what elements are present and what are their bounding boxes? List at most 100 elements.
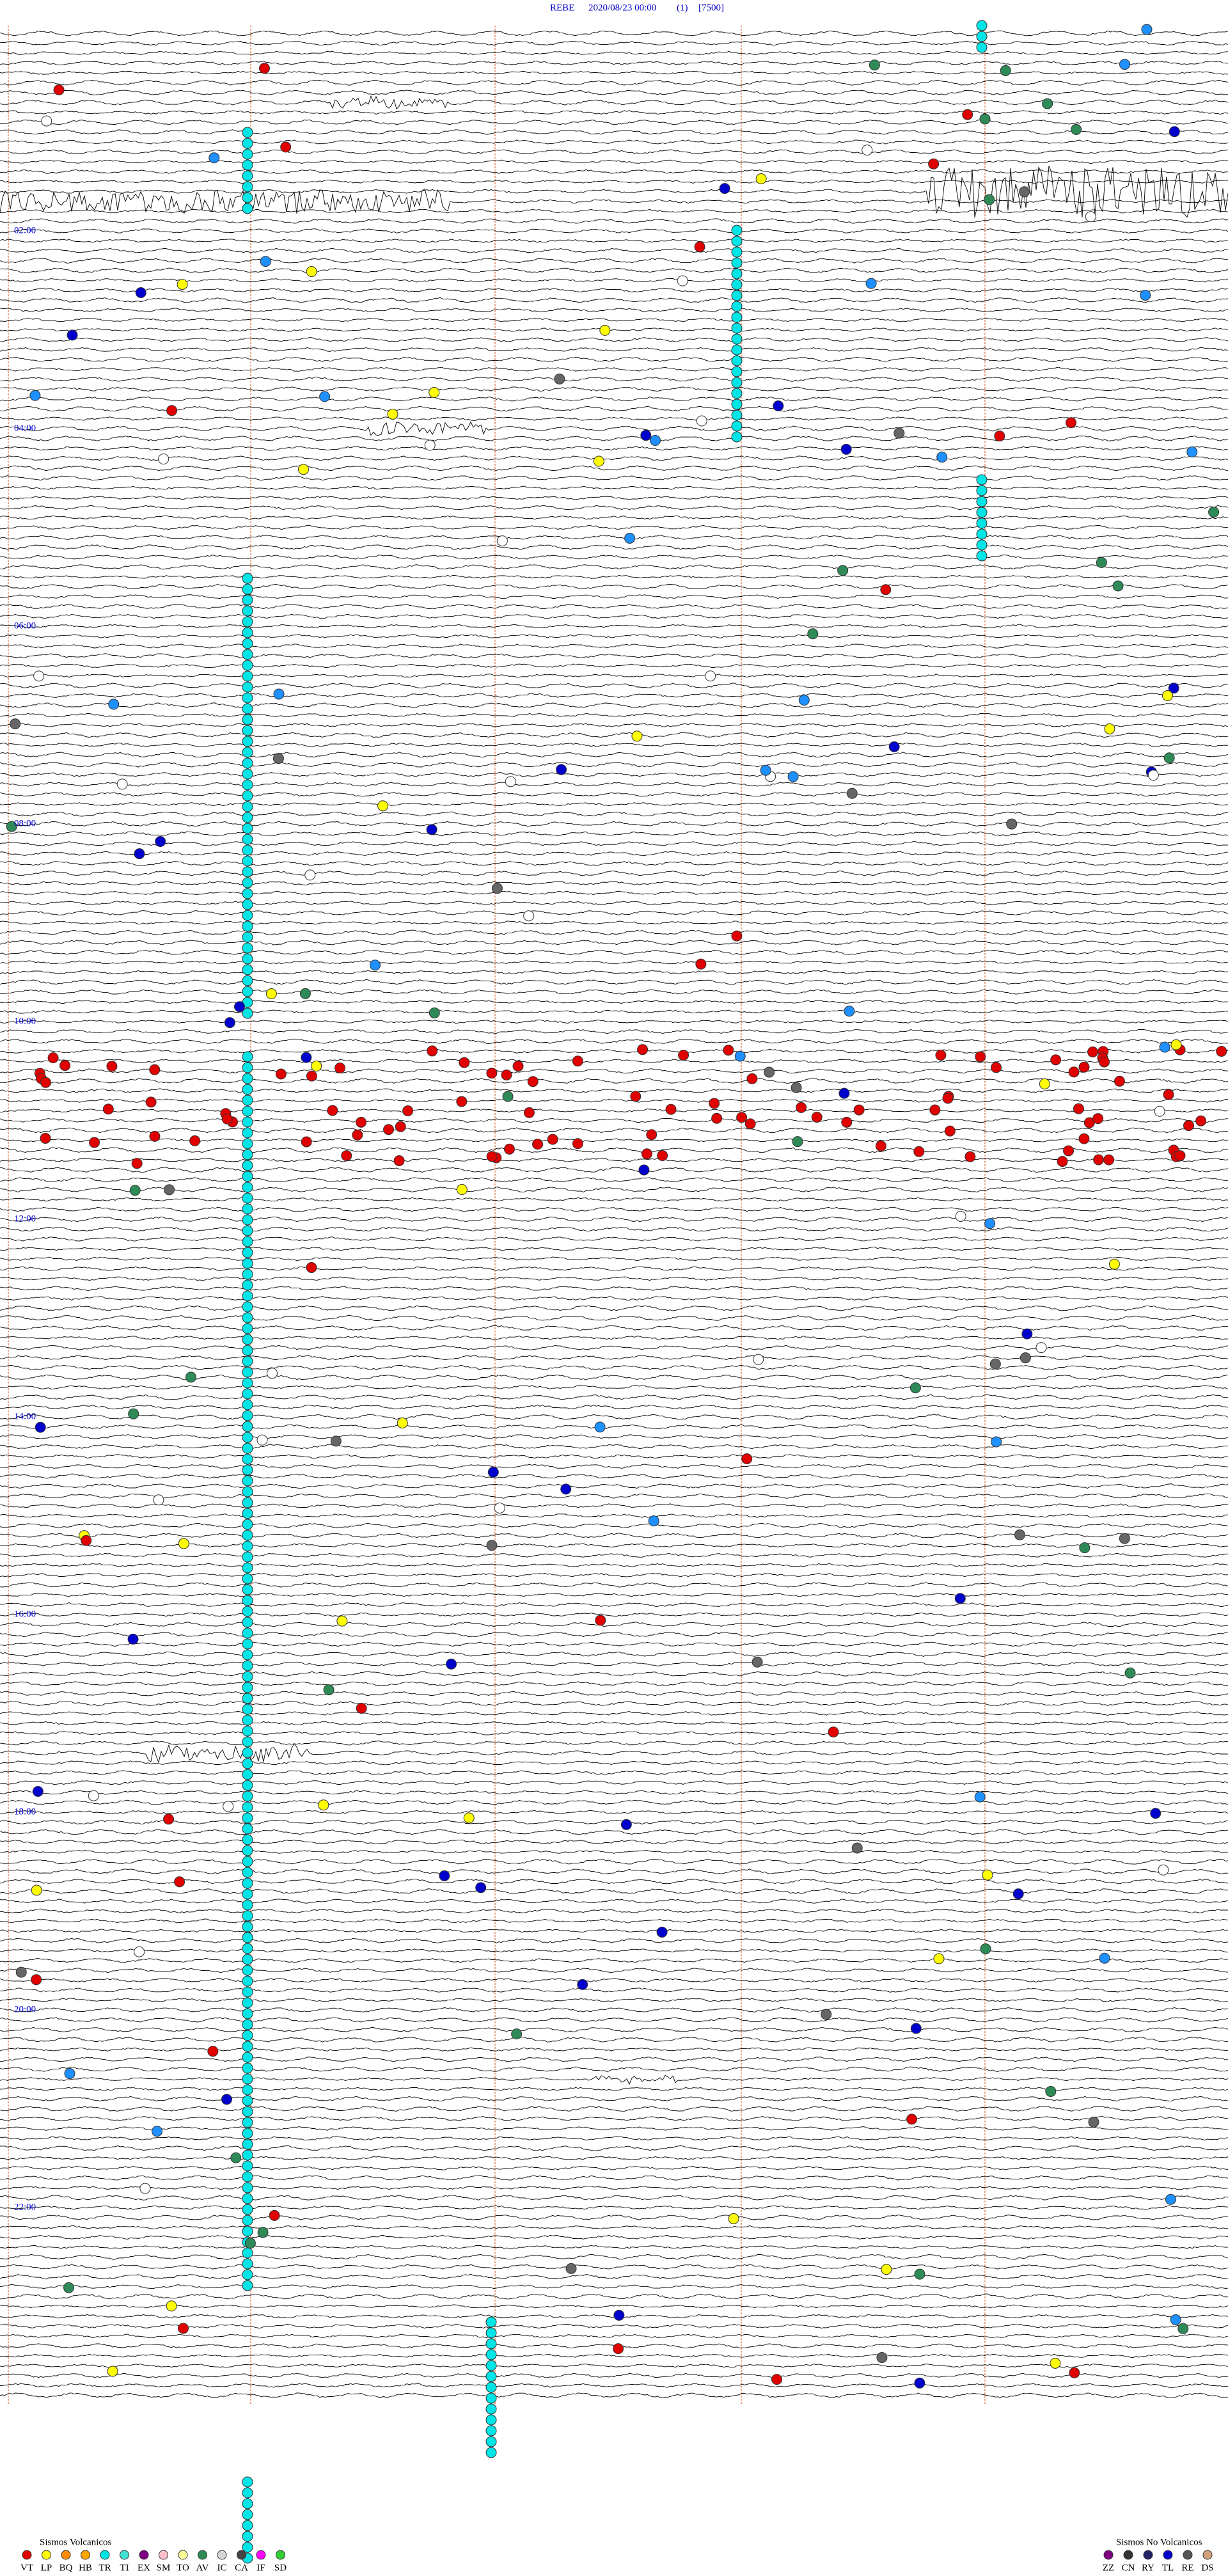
trace: [0, 455, 1228, 461]
event-mark: [242, 627, 253, 638]
event-mark: [1006, 818, 1018, 830]
event-mark: [139, 2183, 151, 2194]
legend-code: SD: [274, 2563, 287, 2573]
event-mark: [242, 1540, 253, 1552]
event-mark: [107, 2366, 118, 2377]
trace: [0, 1315, 1228, 1321]
event-mark: [242, 975, 253, 986]
trace: [0, 1858, 1228, 1865]
event-mark: [242, 1747, 253, 1758]
event-mark: [242, 801, 253, 812]
trace: [0, 288, 1228, 293]
event-mark: [731, 312, 743, 323]
event-mark: [731, 409, 743, 421]
event-mark: [976, 485, 988, 496]
event-mark: [936, 452, 948, 463]
trace: [0, 1948, 1228, 1953]
event-mark: [224, 1017, 235, 1029]
event-mark: [446, 1658, 457, 1670]
trace: [0, 1523, 1228, 1528]
legend-code: CA: [235, 2563, 248, 2573]
event-mark: [242, 834, 253, 845]
legend: Sismos Volcanicos Sismos No Volcanicos V…: [20, 2537, 1214, 2573]
trace: [0, 2392, 1228, 2398]
event-mark: [1112, 580, 1124, 592]
datetime: 2020/08/23 00:00: [588, 3, 656, 13]
event-mark: [1019, 186, 1030, 198]
time-label: 12:00: [14, 1213, 36, 1224]
event-mark: [1170, 1039, 1182, 1050]
event-mark: [352, 1129, 363, 1141]
trace: [0, 1849, 1228, 1854]
event-mark: [424, 439, 436, 451]
trace: [0, 1721, 1228, 1726]
traces: [0, 30, 1228, 2398]
event-mark: [1014, 1529, 1025, 1540]
event-mark: [242, 1171, 253, 1182]
event-mark: [149, 1064, 161, 1075]
event-mark: [242, 1703, 253, 1715]
event-mark: [242, 1181, 253, 1193]
trace: [0, 851, 1228, 857]
trace: [0, 603, 1228, 610]
legend-code: DS: [1201, 2563, 1213, 2573]
trace: [0, 486, 1228, 490]
event-mark: [242, 1345, 253, 1356]
trace: [0, 386, 1228, 391]
event-mark: [875, 1140, 886, 1151]
event-mark: [677, 275, 688, 287]
trace: [0, 535, 1228, 540]
trace: [0, 1374, 1228, 1380]
trace: [0, 1513, 1228, 1518]
event-mark: [242, 2149, 253, 2161]
event-mark: [630, 1091, 642, 1102]
event-mark: [807, 628, 819, 640]
trace: [0, 1019, 1228, 1024]
event-mark: [242, 1051, 253, 1063]
event-mark: [792, 1136, 803, 1148]
event-mark: [1068, 1066, 1080, 1078]
event-mark: [242, 692, 253, 704]
event-mark: [1057, 1156, 1068, 1167]
trace: [0, 752, 1228, 758]
trace: [0, 2017, 1228, 2023]
event-mark: [731, 420, 743, 432]
trace: [0, 1394, 1228, 1400]
event-mark: [242, 855, 253, 867]
trace: [0, 1780, 1228, 1785]
trace: [0, 2007, 1228, 2012]
legend-title: Sismos Volcanicos: [40, 2537, 112, 2547]
event-mark: [178, 1538, 189, 1549]
legend-swatch: [61, 2550, 71, 2560]
trace: [0, 356, 1228, 363]
event-mark: [975, 1051, 986, 1063]
event-mark: [1012, 1888, 1024, 1900]
time-label: 18:00: [14, 1806, 36, 1817]
event-mark: [242, 1529, 253, 1541]
trace: [0, 743, 1228, 747]
trace: [0, 525, 1228, 530]
trace: [0, 1177, 1228, 1183]
event-mark: [242, 1464, 253, 1476]
event-mark: [242, 790, 253, 802]
event-mark: [909, 1382, 921, 1394]
event-mark: [242, 2182, 253, 2193]
trace: [0, 1385, 1228, 1390]
event-mark: [933, 1953, 945, 1964]
trace: [0, 1819, 1228, 1825]
trace: [0, 663, 1228, 668]
trace: [0, 653, 1228, 659]
event-mark: [242, 2541, 253, 2553]
trace: [0, 949, 1228, 955]
event-mark: [731, 322, 743, 334]
time-label: 06:00: [14, 620, 36, 631]
event-mark: [242, 1823, 253, 1835]
event-mark: [242, 2073, 253, 2085]
event-mark: [976, 539, 988, 551]
event-mark: [304, 869, 316, 881]
event-mark: [1108, 1258, 1120, 1270]
event-mark: [1165, 2193, 1176, 2205]
event-mark: [731, 344, 743, 356]
legend-swatch: [1123, 2550, 1133, 2560]
legend-code: TL: [1162, 2563, 1174, 2573]
